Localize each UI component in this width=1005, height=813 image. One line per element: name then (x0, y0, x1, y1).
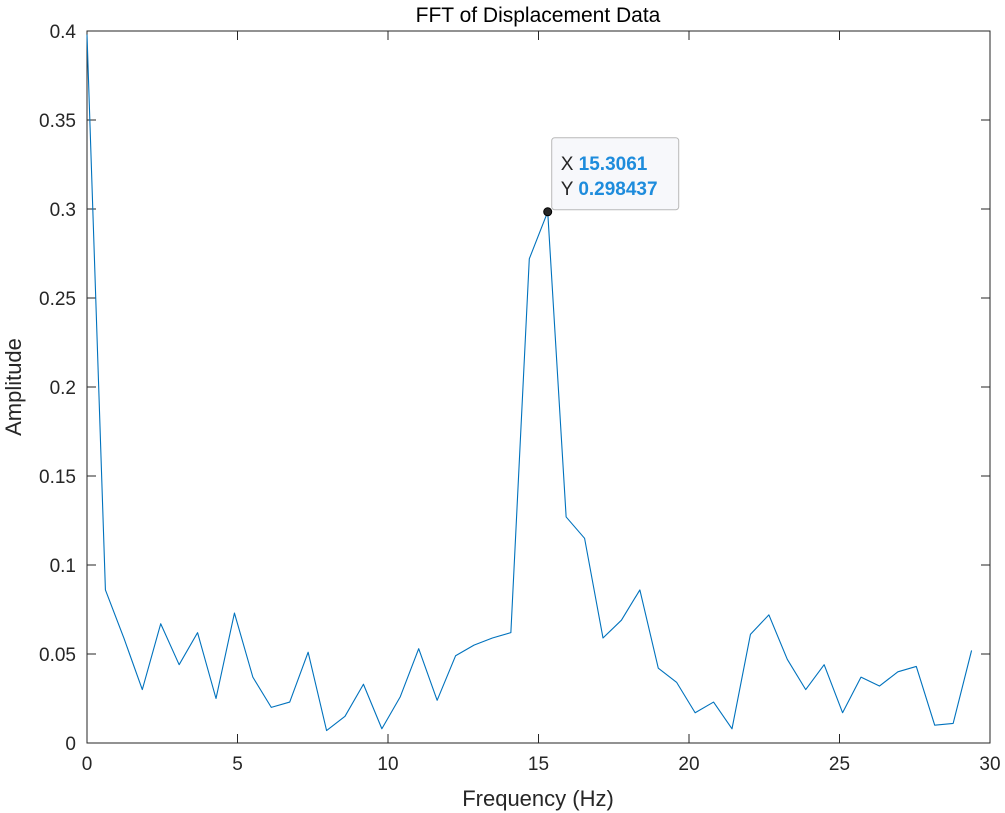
x-tick-label: 25 (829, 754, 850, 775)
chart-title: FFT of Displacement Data (416, 4, 661, 27)
x-tick-label: 20 (678, 754, 699, 775)
x-axis-label: Frequency (Hz) (462, 786, 614, 811)
datatip-y-row: Y 0.298437 (561, 179, 658, 200)
datatip-marker[interactable] (543, 207, 553, 217)
y-tick-label: 0.25 (39, 289, 76, 310)
plot-area (86, 30, 991, 744)
x-tick-label: 10 (377, 754, 398, 775)
y-tick-label: 0.35 (39, 111, 76, 132)
axis-ticks: 0 5 10 15 20 25 30 0 0.05 0.1 0.15 0.2 0.25 0.3 0.35 0.… (39, 22, 1001, 775)
x-tick-label: 30 (979, 754, 1000, 775)
datatip-x-row-value: 15.3061 (579, 154, 648, 175)
datatip-x-row: X 15.3061 (561, 154, 648, 175)
y-tick-label: 0.05 (39, 645, 76, 666)
series-line (86, 34, 973, 732)
y-tick-label: 0.1 (50, 556, 76, 577)
datatip-box (551, 137, 680, 211)
x-tick-label: 0 (82, 754, 93, 775)
y-axis-label: Amplitude (1, 338, 26, 436)
datatip-y-row-label: Y (561, 179, 579, 200)
datatip-x-row-label: X (561, 154, 579, 175)
series-layer (86, 34, 973, 732)
y-tick-label: 0 (65, 734, 76, 755)
x-tick-label: 15 (528, 754, 549, 775)
datatip-y-row-value: 0.298437 (578, 179, 657, 200)
x-tick-label: 5 (232, 754, 243, 775)
y-tick-label: 0.3 (50, 200, 76, 221)
y-tick-label: 0.15 (39, 467, 76, 488)
y-tick-label: 0.4 (50, 22, 77, 43)
y-tick-label: 0.2 (50, 378, 76, 399)
